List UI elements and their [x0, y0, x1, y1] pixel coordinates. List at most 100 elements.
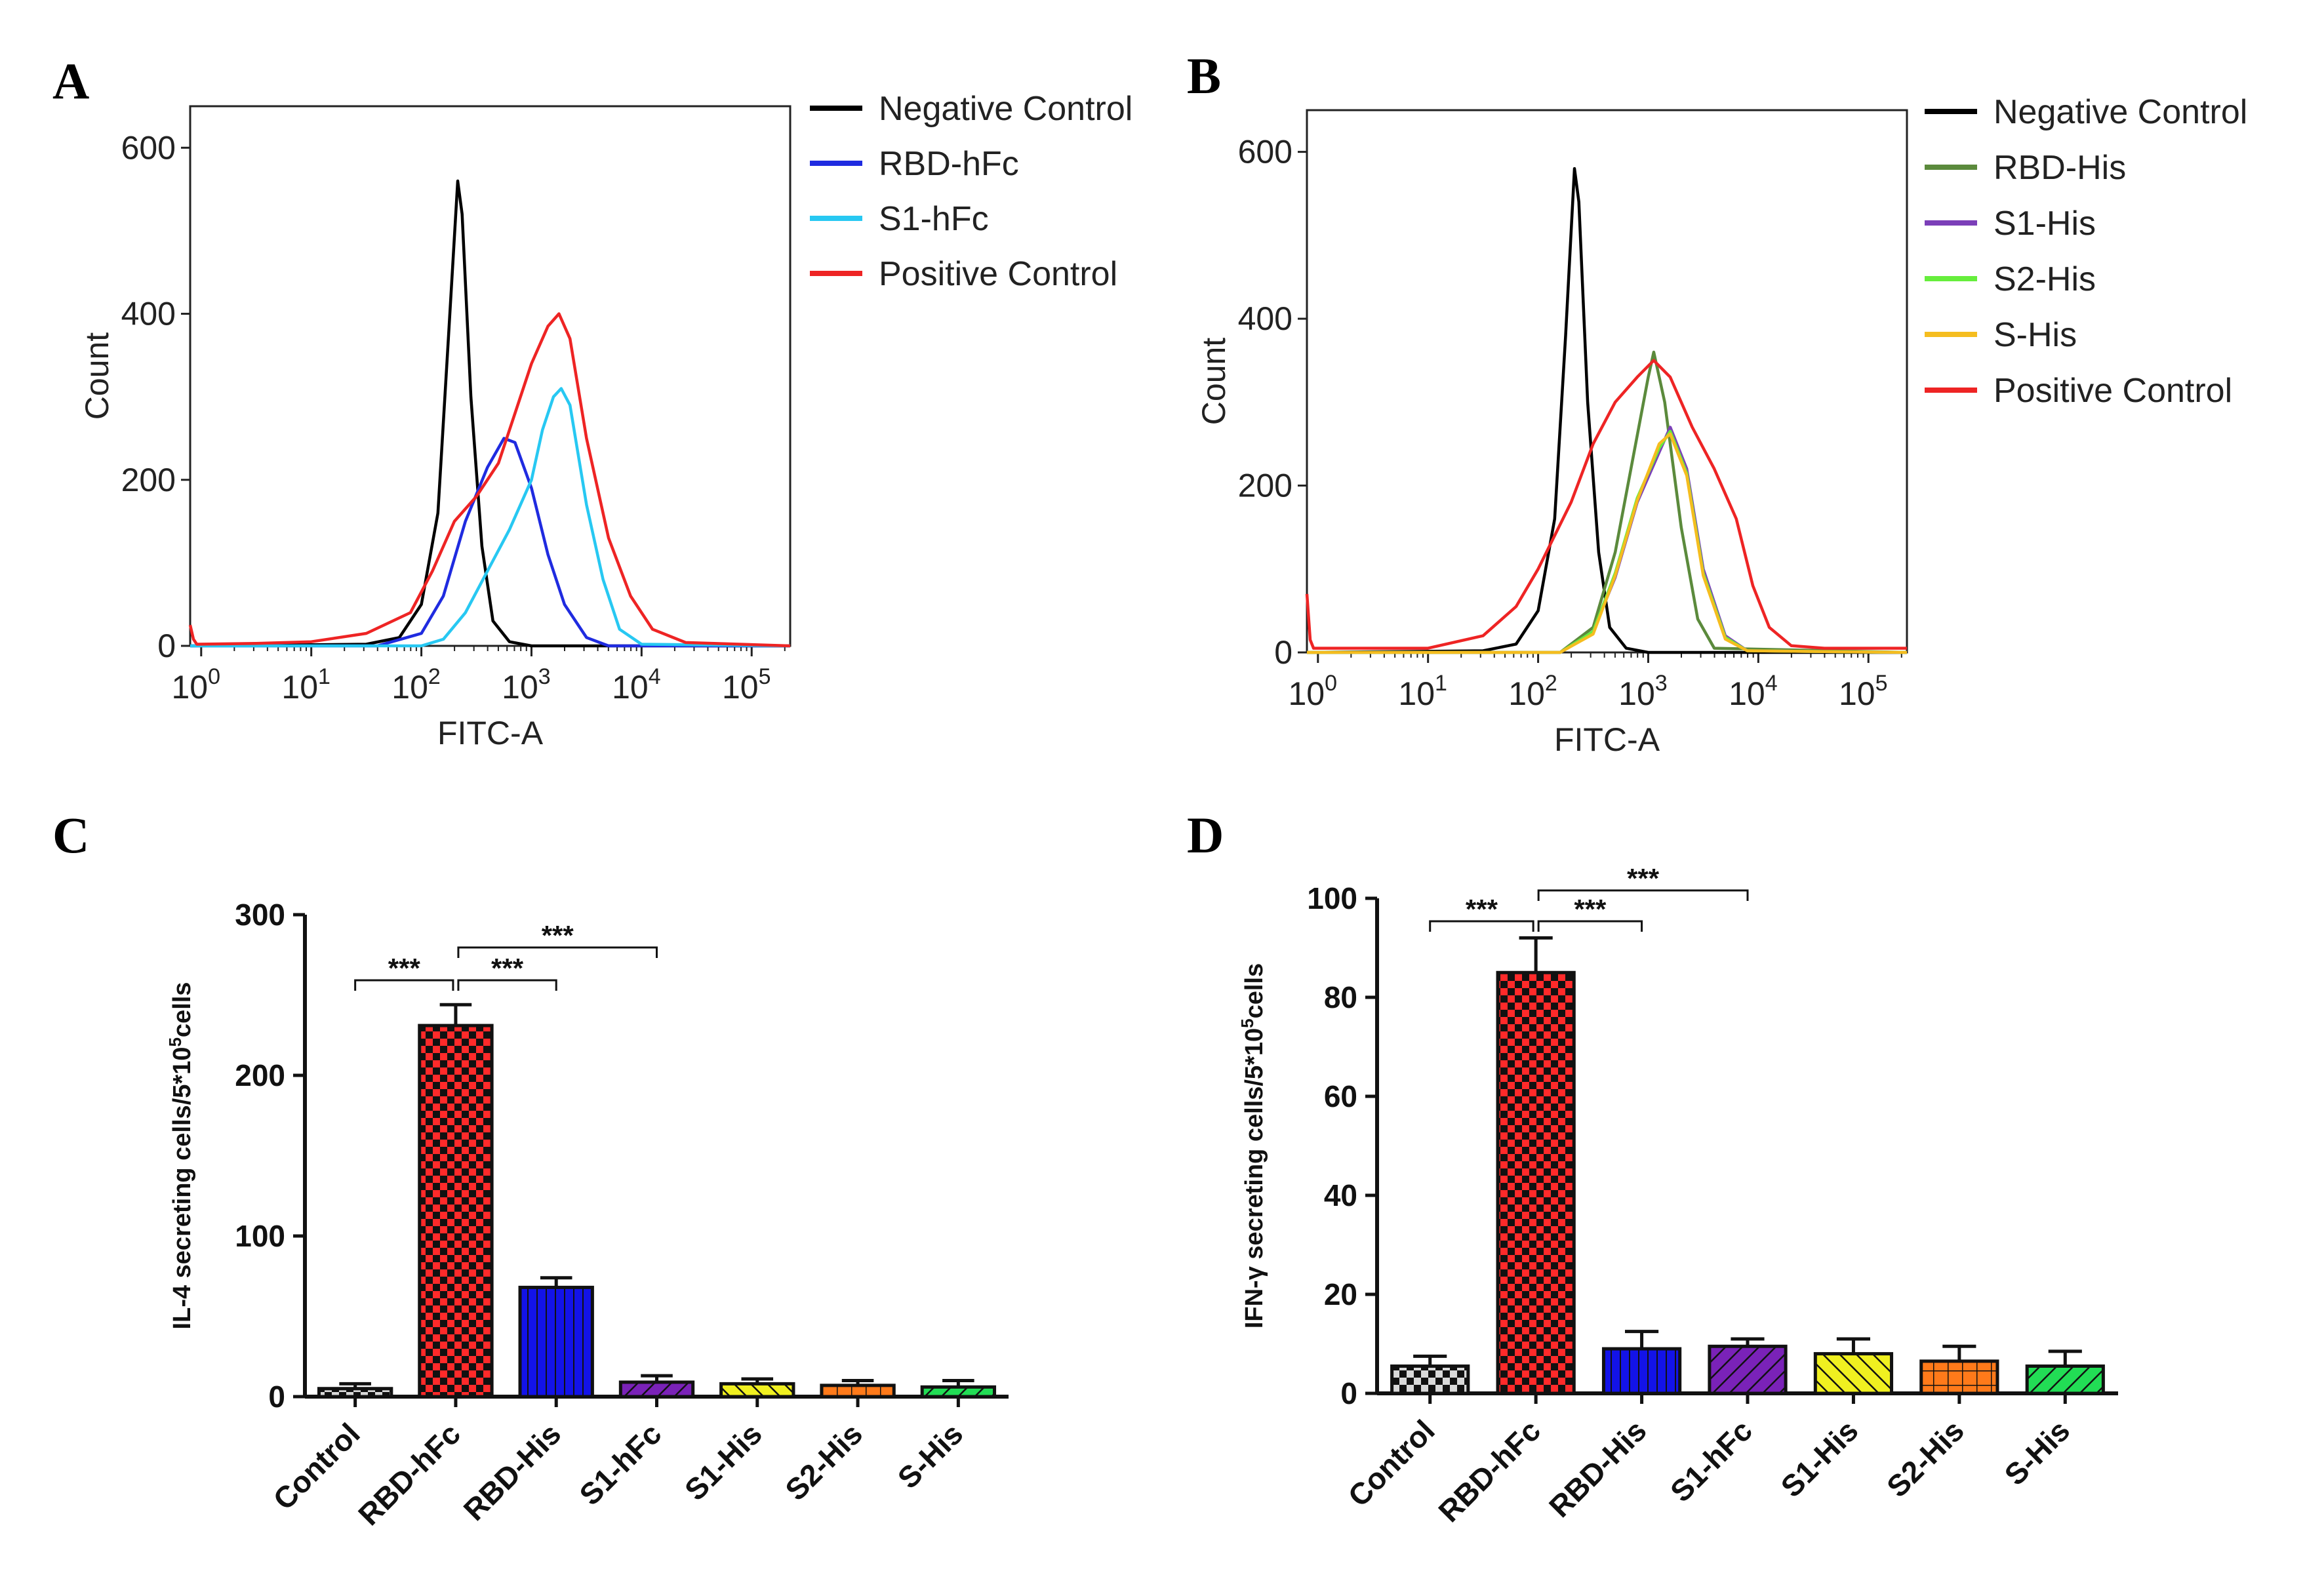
- legend-entry: S1-His: [1993, 205, 2096, 243]
- significance-bracket: [1537, 920, 1643, 932]
- significance-label: ***: [1627, 863, 1660, 894]
- y-axis-label: Count: [1195, 338, 1232, 426]
- bar-s1-his: [1813, 1352, 1894, 1395]
- significance-bracket: [1429, 920, 1534, 932]
- y-tick-label: 0: [157, 628, 176, 664]
- bar-s-his: [920, 1385, 997, 1399]
- panel-letter-a: A: [52, 52, 89, 110]
- legend-entry: Positive Control: [879, 255, 1117, 293]
- x-tick-label: RBD-hFc: [1432, 1413, 1547, 1528]
- bar-s2-his: [1919, 1359, 1999, 1395]
- series-s2-his: [1307, 429, 1908, 654]
- series-s1-hfc: [190, 387, 791, 648]
- x-tick-label: S2-His: [778, 1416, 869, 1507]
- x-axis-label: FITC-A: [437, 715, 544, 751]
- y-tick-label: 100: [1307, 881, 1357, 915]
- y-tick-label: 200: [121, 462, 176, 498]
- legend-entry: RBD-His: [1993, 149, 2126, 187]
- x-tick-label: 102: [1508, 671, 1557, 712]
- x-tick-label: RBD-His: [1542, 1413, 1653, 1524]
- legend-entry: S1-hFc: [879, 200, 989, 238]
- plot-frame: [1306, 109, 1908, 654]
- bar-s1-his: [719, 1382, 795, 1399]
- series-negative-control: [1306, 167, 1907, 654]
- x-tick-label: S-His: [1997, 1413, 2076, 1492]
- x-tick-label: S2-His: [1880, 1413, 1971, 1504]
- plot-frame: [189, 105, 791, 647]
- panel-letter-b: B: [1187, 47, 1221, 104]
- significance-bracket: [354, 979, 454, 991]
- x-tick-label: 104: [612, 664, 661, 706]
- bar-rbd-his: [1601, 1347, 1682, 1395]
- x-tick-label: S1-His: [1774, 1413, 1864, 1504]
- y-tick-label: 40: [1324, 1178, 1357, 1212]
- bar-s1-hfc: [1708, 1344, 1788, 1395]
- legend-entry: S2-His: [1993, 260, 2096, 298]
- y-tick-label: 20: [1324, 1277, 1357, 1311]
- bar-rbd-hfc: [418, 1024, 494, 1399]
- legend-entry: S-His: [1993, 316, 2077, 354]
- y-axis-label: Count: [79, 332, 115, 420]
- bar-chart-panel-d: 0 20 40 60 80 100 IFN-γ secreting cells/5*105c…: [1237, 863, 2118, 1528]
- y-tick-label: 80: [1324, 980, 1357, 1014]
- legend-entry: RBD-hFc: [879, 145, 1019, 183]
- x-tick-label: Control: [1341, 1413, 1441, 1513]
- significance-label: ***: [1466, 894, 1498, 925]
- x-tick-label: 105: [722, 664, 771, 706]
- x-axis-label: FITC-A: [1554, 721, 1660, 758]
- y-tick-label: 0: [1340, 1376, 1357, 1410]
- y-tick-label: 200: [1238, 468, 1292, 504]
- y-tick-label: 0: [1274, 634, 1292, 671]
- x-tick-label: 103: [1618, 671, 1668, 712]
- significance-bracket: [457, 946, 658, 958]
- y-tick-label: 60: [1324, 1079, 1357, 1113]
- x-tick-label: 102: [391, 664, 441, 706]
- significance-bracket: [457, 979, 557, 991]
- histogram-panel-a: 0 200 400 600 100 101 102 103 104 105 FITC-A Count N…: [79, 90, 1132, 751]
- legend-entry: Negative Control: [879, 90, 1132, 128]
- bar-s-his: [2025, 1364, 2105, 1395]
- x-tick-label: S1-hFc: [1664, 1413, 1759, 1508]
- x-tick-label: 100: [1289, 671, 1338, 712]
- bar-control: [1390, 1364, 1470, 1395]
- significance-label: ***: [1574, 894, 1607, 925]
- x-tick-label: RBD-His: [457, 1416, 568, 1527]
- y-tick-label: 400: [121, 296, 176, 332]
- panel-letter-c: C: [52, 807, 89, 864]
- x-tick-label: 101: [281, 664, 331, 706]
- y-tick-label: 100: [235, 1219, 285, 1253]
- x-tick-label: 100: [172, 664, 221, 706]
- significance-label: ***: [388, 953, 421, 984]
- bar-s1-hfc: [618, 1380, 695, 1399]
- series-positive-control: [1305, 359, 1907, 650]
- bar-chart-panel-c: 0 100 200 300 IL-4 secreting cells/5*105cell…: [165, 898, 1009, 1532]
- bar-s2-his: [820, 1384, 896, 1399]
- series-positive-control: [188, 312, 791, 648]
- x-tick-label: S1-hFc: [572, 1416, 668, 1511]
- series-rbd-hfc: [190, 437, 790, 648]
- series-s-his: [1307, 432, 1908, 654]
- x-tick-label: S-His: [891, 1416, 970, 1495]
- bar-rbd-his: [518, 1285, 594, 1399]
- legend-entry: Negative Control: [1993, 93, 2247, 131]
- y-axis-label: IL-4 secreting cells/5*105cells: [165, 982, 196, 1330]
- significance-bracket: [1537, 889, 1749, 901]
- x-tick-label: 105: [1839, 671, 1888, 712]
- significance-label: ***: [542, 920, 574, 951]
- bar-rbd-hfc: [1496, 970, 1576, 1395]
- y-tick-label: 200: [235, 1058, 285, 1092]
- series-negative-control: [190, 179, 790, 648]
- legend-entry: Positive Control: [1993, 372, 2232, 410]
- x-tick-label: 104: [1729, 671, 1778, 712]
- y-tick-label: 600: [1238, 134, 1292, 170]
- x-tick-label: Control: [266, 1416, 366, 1516]
- x-tick-label: 101: [1398, 671, 1447, 712]
- y-axis-label: IFN-γ secreting cells/5*105cells: [1237, 963, 1268, 1328]
- x-tick-label: S1-His: [678, 1416, 769, 1507]
- x-tick-label: RBD-hFc: [351, 1416, 467, 1532]
- histogram-panel-b: 0 200 400 600 100 101 102 103 104 105 FITC-A Count N…: [1195, 93, 2247, 758]
- panel-letter-d: D: [1187, 807, 1224, 864]
- x-tick-label: 103: [502, 664, 551, 706]
- bar-control: [317, 1387, 393, 1399]
